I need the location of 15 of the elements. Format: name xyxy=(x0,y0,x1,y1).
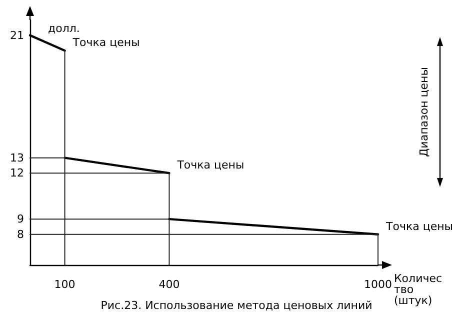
x-tick-label: 400 xyxy=(158,278,180,291)
y-tick-label: 21 xyxy=(10,28,24,42)
annotation: Точка цены xyxy=(72,36,140,50)
text: Рис.23. Использование метода ценовых линий xyxy=(100,299,372,312)
y-axis-title: долл. xyxy=(48,22,80,35)
y-tick-label: 13 xyxy=(10,151,24,164)
y-tick-label: 9 xyxy=(17,212,24,226)
x-tick-label: 100 xyxy=(54,278,76,291)
x-tick-label: 1000 xyxy=(364,278,392,291)
text: Диапазон цены xyxy=(418,67,430,157)
annotation: Точка цены xyxy=(176,158,244,172)
x-axis-title: Количество (штук) xyxy=(394,272,442,307)
annotation: Точка цены xyxy=(385,220,453,233)
y-tick-label: 12 xyxy=(10,166,24,180)
y-tick-label: 8 xyxy=(17,228,24,241)
